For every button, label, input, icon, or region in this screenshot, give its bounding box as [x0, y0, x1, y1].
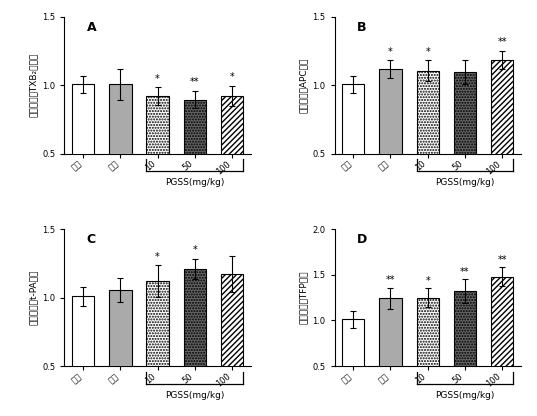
Text: PGSS(mg/kg): PGSS(mg/kg)	[165, 178, 224, 187]
Y-axis label: 小鼠血清中TFP含量: 小鼠血清中TFP含量	[299, 271, 308, 324]
Bar	[417, 297, 439, 412]
Bar	[342, 84, 365, 222]
Y-axis label: 小鼠血清中t-PA含量: 小鼠血清中t-PA含量	[29, 270, 38, 325]
Text: **: **	[190, 77, 200, 87]
Text: *: *	[425, 276, 430, 286]
Bar	[147, 281, 169, 416]
Text: **: **	[386, 275, 395, 285]
Text: *: *	[155, 252, 160, 262]
Bar	[221, 274, 243, 416]
Bar	[184, 269, 206, 416]
Y-axis label: 小鼠血清中TXB₂的含量: 小鼠血清中TXB₂的含量	[29, 53, 38, 117]
Text: C: C	[87, 233, 96, 246]
Bar	[342, 319, 365, 412]
Text: D: D	[357, 233, 367, 246]
Bar	[109, 84, 132, 222]
Bar	[147, 96, 169, 222]
Text: PGSS(mg/kg): PGSS(mg/kg)	[165, 391, 224, 400]
Text: *: *	[230, 72, 235, 82]
Bar	[417, 71, 439, 222]
Bar	[109, 290, 132, 416]
Text: **: **	[497, 37, 507, 47]
Bar	[221, 96, 243, 222]
Bar	[72, 296, 95, 416]
Bar	[379, 69, 402, 222]
Text: B: B	[357, 21, 366, 34]
Bar	[72, 84, 95, 222]
Text: *: *	[192, 245, 197, 255]
Text: *: *	[425, 47, 430, 57]
Bar	[454, 72, 476, 222]
Text: A: A	[87, 21, 97, 34]
Text: PGSS(mg/kg): PGSS(mg/kg)	[436, 178, 495, 187]
Bar	[491, 60, 513, 222]
Y-axis label: 小鼠血清中APC含量: 小鼠血清中APC含量	[299, 57, 308, 113]
Text: **: **	[460, 267, 470, 277]
Text: **: **	[497, 255, 507, 265]
Bar	[379, 298, 402, 412]
Text: *: *	[155, 74, 160, 84]
Bar	[491, 277, 513, 412]
Bar	[454, 291, 476, 412]
Text: PGSS(mg/kg): PGSS(mg/kg)	[436, 391, 495, 400]
Bar	[184, 99, 206, 222]
Text: *: *	[388, 47, 393, 57]
